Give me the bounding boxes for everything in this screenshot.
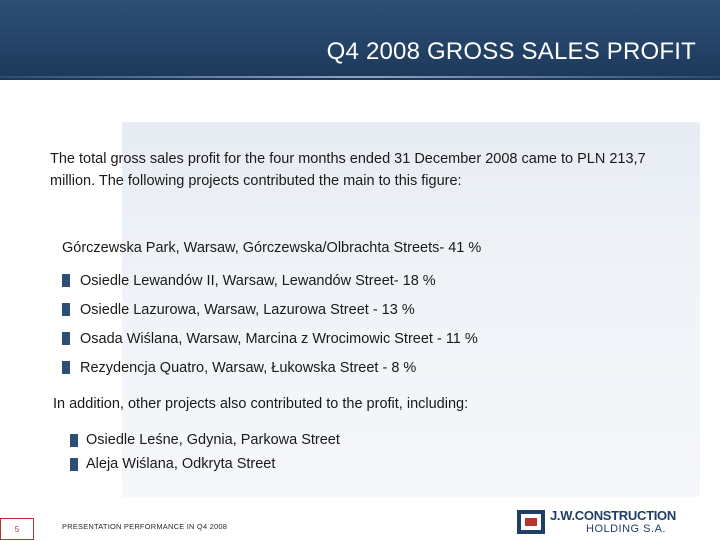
bullet-square-icon [70, 433, 78, 447]
bullet-square-icon [62, 303, 70, 316]
content-panel [122, 122, 700, 497]
lead-project: Górczewska Park, Warsaw, Górczewska/Olbr… [62, 240, 482, 256]
project-label: Osiedle Lazurowa, Warsaw, Lazurowa Stree… [80, 301, 415, 318]
project-label: Osiedle Leśne, Gdynia, Parkowa Street [86, 432, 340, 448]
list-item: Aleja Wiślana, Odkryta Street [70, 452, 340, 476]
project-label: Aleja Wiślana, Odkryta Street [86, 456, 276, 472]
bullet-square-icon [70, 457, 78, 471]
page-number: 5 [0, 518, 34, 540]
logo-subtitle: HOLDING S.A. [586, 523, 666, 535]
list-item: Osada Wiślana, Warsaw, Marcina z Wrocimo… [62, 324, 478, 353]
presentation-label: PRESENTATION PERFORMANCE IN Q4 2008 [62, 522, 228, 531]
project-list: Osiedle Lewandów II, Warsaw, Lewandów St… [62, 266, 478, 382]
list-item: Osiedle Lazurowa, Warsaw, Lazurowa Stree… [62, 295, 478, 324]
company-logo: J.W.CONSTRUCTION HOLDING S.A. [516, 508, 706, 536]
header-bar: Q4 2008 GROSS SALES PROFIT [0, 0, 720, 80]
intro-paragraph: The total gross sales profit for the fou… [50, 151, 646, 189]
other-project-list: Osiedle Leśne, Gdynia, Parkowa Street Al… [70, 428, 340, 476]
logo-name: J.W.CONSTRUCTION [550, 508, 676, 523]
addition-text: In addition, other projects also contrib… [53, 396, 469, 412]
page-title: Q4 2008 GROSS SALES PROFIT [326, 38, 696, 65]
bullet-square-icon [62, 361, 70, 374]
project-label: Osada Wiślana, Warsaw, Marcina z Wrocimo… [80, 330, 478, 347]
bullet-square-icon [62, 332, 70, 345]
list-item: Osiedle Lewandów II, Warsaw, Lewandów St… [62, 266, 478, 295]
list-item: Rezydencja Quatro, Warsaw, Łukowska Stre… [62, 353, 478, 382]
list-item: Osiedle Leśne, Gdynia, Parkowa Street [70, 428, 340, 452]
header-divider [0, 76, 720, 78]
project-label: Rezydencja Quatro, Warsaw, Łukowska Stre… [80, 359, 417, 376]
project-label: Osiedle Lewandów II, Warsaw, Lewandów St… [80, 272, 436, 289]
bullet-square-icon [62, 274, 70, 287]
logo-mark-icon [517, 510, 545, 534]
